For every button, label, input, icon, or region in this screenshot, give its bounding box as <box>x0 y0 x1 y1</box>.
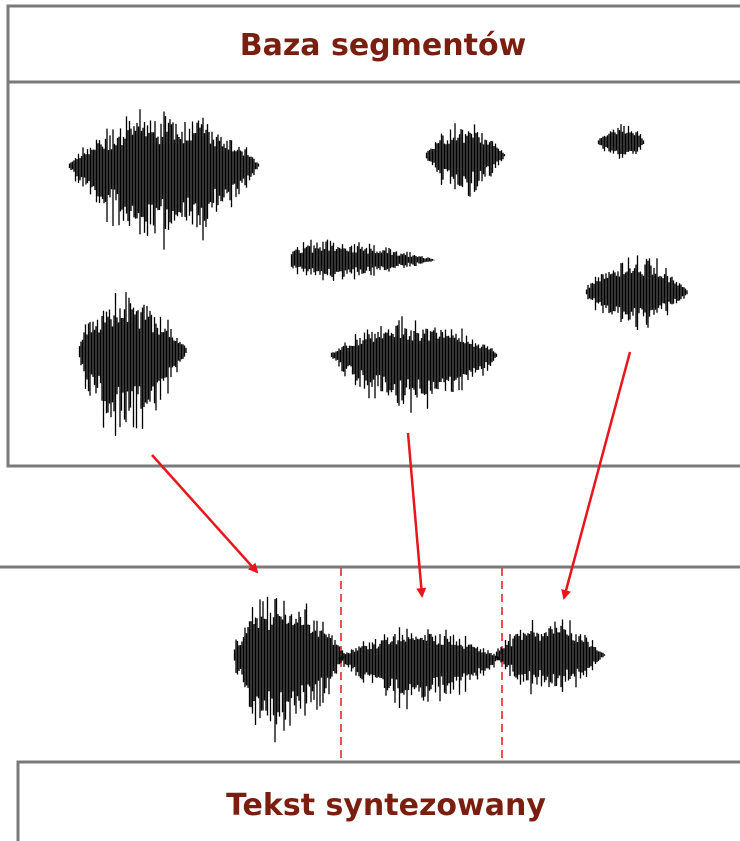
diagram: Baza segmentów Tekst syntezowany <box>0 0 740 841</box>
waveform <box>495 620 605 695</box>
header-title: Baza segmentów <box>240 28 527 63</box>
footer-title: Tekst syntezowany <box>226 788 546 823</box>
waveform <box>233 597 344 742</box>
waveform <box>338 627 500 709</box>
arrow <box>152 455 257 572</box>
page: Baza segmentów Tekst syntezowany (() => … <box>0 0 740 841</box>
